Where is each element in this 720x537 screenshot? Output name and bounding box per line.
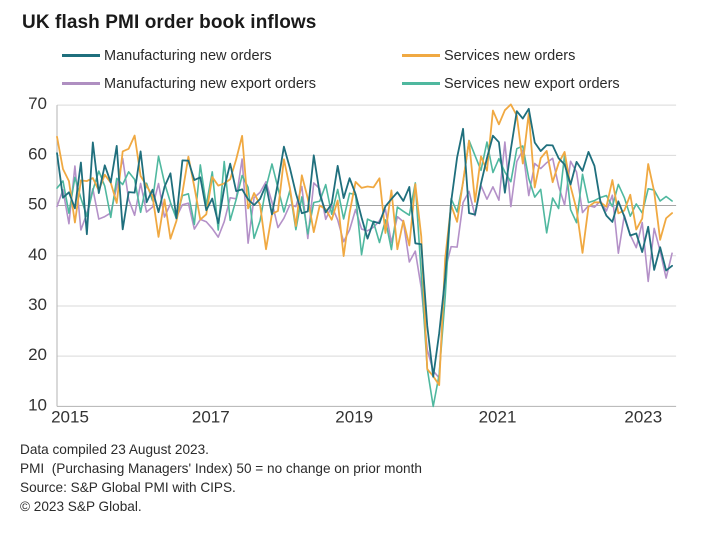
svg-text:2023: 2023 <box>624 407 662 426</box>
svg-text:2019: 2019 <box>335 407 373 426</box>
svg-text:10: 10 <box>28 395 47 414</box>
svg-text:50: 50 <box>28 195 47 214</box>
svg-text:60: 60 <box>28 144 47 163</box>
svg-text:70: 70 <box>28 94 47 113</box>
svg-text:40: 40 <box>28 245 47 264</box>
svg-text:2017: 2017 <box>192 407 230 426</box>
svg-text:20: 20 <box>28 345 47 364</box>
svg-text:2021: 2021 <box>479 407 517 426</box>
svg-text:30: 30 <box>28 295 47 314</box>
svg-text:2015: 2015 <box>51 407 89 426</box>
